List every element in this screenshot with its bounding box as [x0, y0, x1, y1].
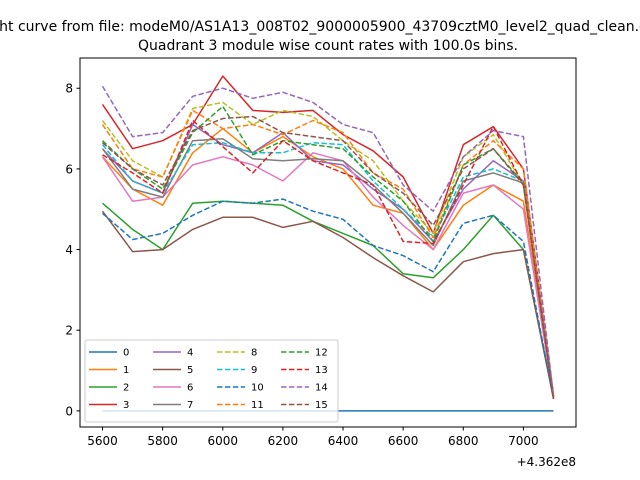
legend-label-5: 5	[187, 365, 193, 376]
series-line-3	[101, 75, 555, 395]
axes-frame	[79, 57, 577, 428]
x-tick-label: 6800	[448, 434, 479, 448]
y-tick-label: 2	[65, 324, 73, 338]
legend-label-14: 14	[315, 383, 328, 394]
y-axis: 0 2 4 6 8	[65, 82, 80, 418]
y-tick-label: 6	[65, 162, 73, 176]
legend-label-4: 4	[187, 348, 193, 359]
x-tick-label: 6200	[268, 434, 299, 448]
legend-label-11: 11	[251, 400, 264, 411]
x-tick-label: 7000	[508, 434, 539, 448]
series-line-5	[101, 210, 555, 399]
legend-label-0: 0	[123, 348, 129, 359]
legend-frame	[84, 339, 339, 423]
series-line-11	[101, 109, 555, 397]
x-tick-label: 5800	[147, 434, 178, 448]
y-tick-label: 0	[65, 404, 73, 418]
legend-label-15: 15	[315, 400, 328, 411]
series-line-14	[101, 85, 555, 397]
series-line-9	[101, 141, 555, 397]
x-axis: 5600 5800 6000 6200 6400 6600 6800 7000	[87, 427, 539, 448]
x-tick-label: 6400	[328, 434, 359, 448]
series-line-15	[102, 115, 555, 399]
plot-area	[101, 75, 555, 412]
legend-label-10: 10	[251, 383, 264, 394]
legend-label-1: 1	[123, 365, 129, 376]
legend-label-7: 7	[187, 400, 193, 411]
x-tick-label: 6000	[208, 434, 239, 448]
series-line-10	[102, 198, 555, 399]
x-axis-offset-label: +4.362e8	[517, 455, 576, 469]
y-tick-label: 8	[65, 82, 73, 96]
axes-title: Quadrant 3 module wise count rates with …	[138, 38, 518, 54]
legend-label-2: 2	[123, 383, 129, 394]
x-tick-label: 6600	[388, 434, 419, 448]
series-line-2	[102, 200, 555, 397]
legend-label-9: 9	[251, 365, 257, 376]
legend-label-13: 13	[315, 365, 328, 376]
series-line-12	[101, 105, 555, 399]
x-tick-label: 5600	[87, 434, 118, 448]
legend-label-12: 12	[315, 348, 328, 359]
series-line-6	[101, 152, 555, 397]
y-tick-label: 4	[65, 243, 73, 257]
legend-label-8: 8	[251, 348, 257, 359]
legend-label-3: 3	[123, 400, 129, 411]
legend-label-6: 6	[187, 383, 193, 394]
figure-suptitle: Light curve from file: modeM0/AS1A13_008…	[0, 19, 640, 35]
